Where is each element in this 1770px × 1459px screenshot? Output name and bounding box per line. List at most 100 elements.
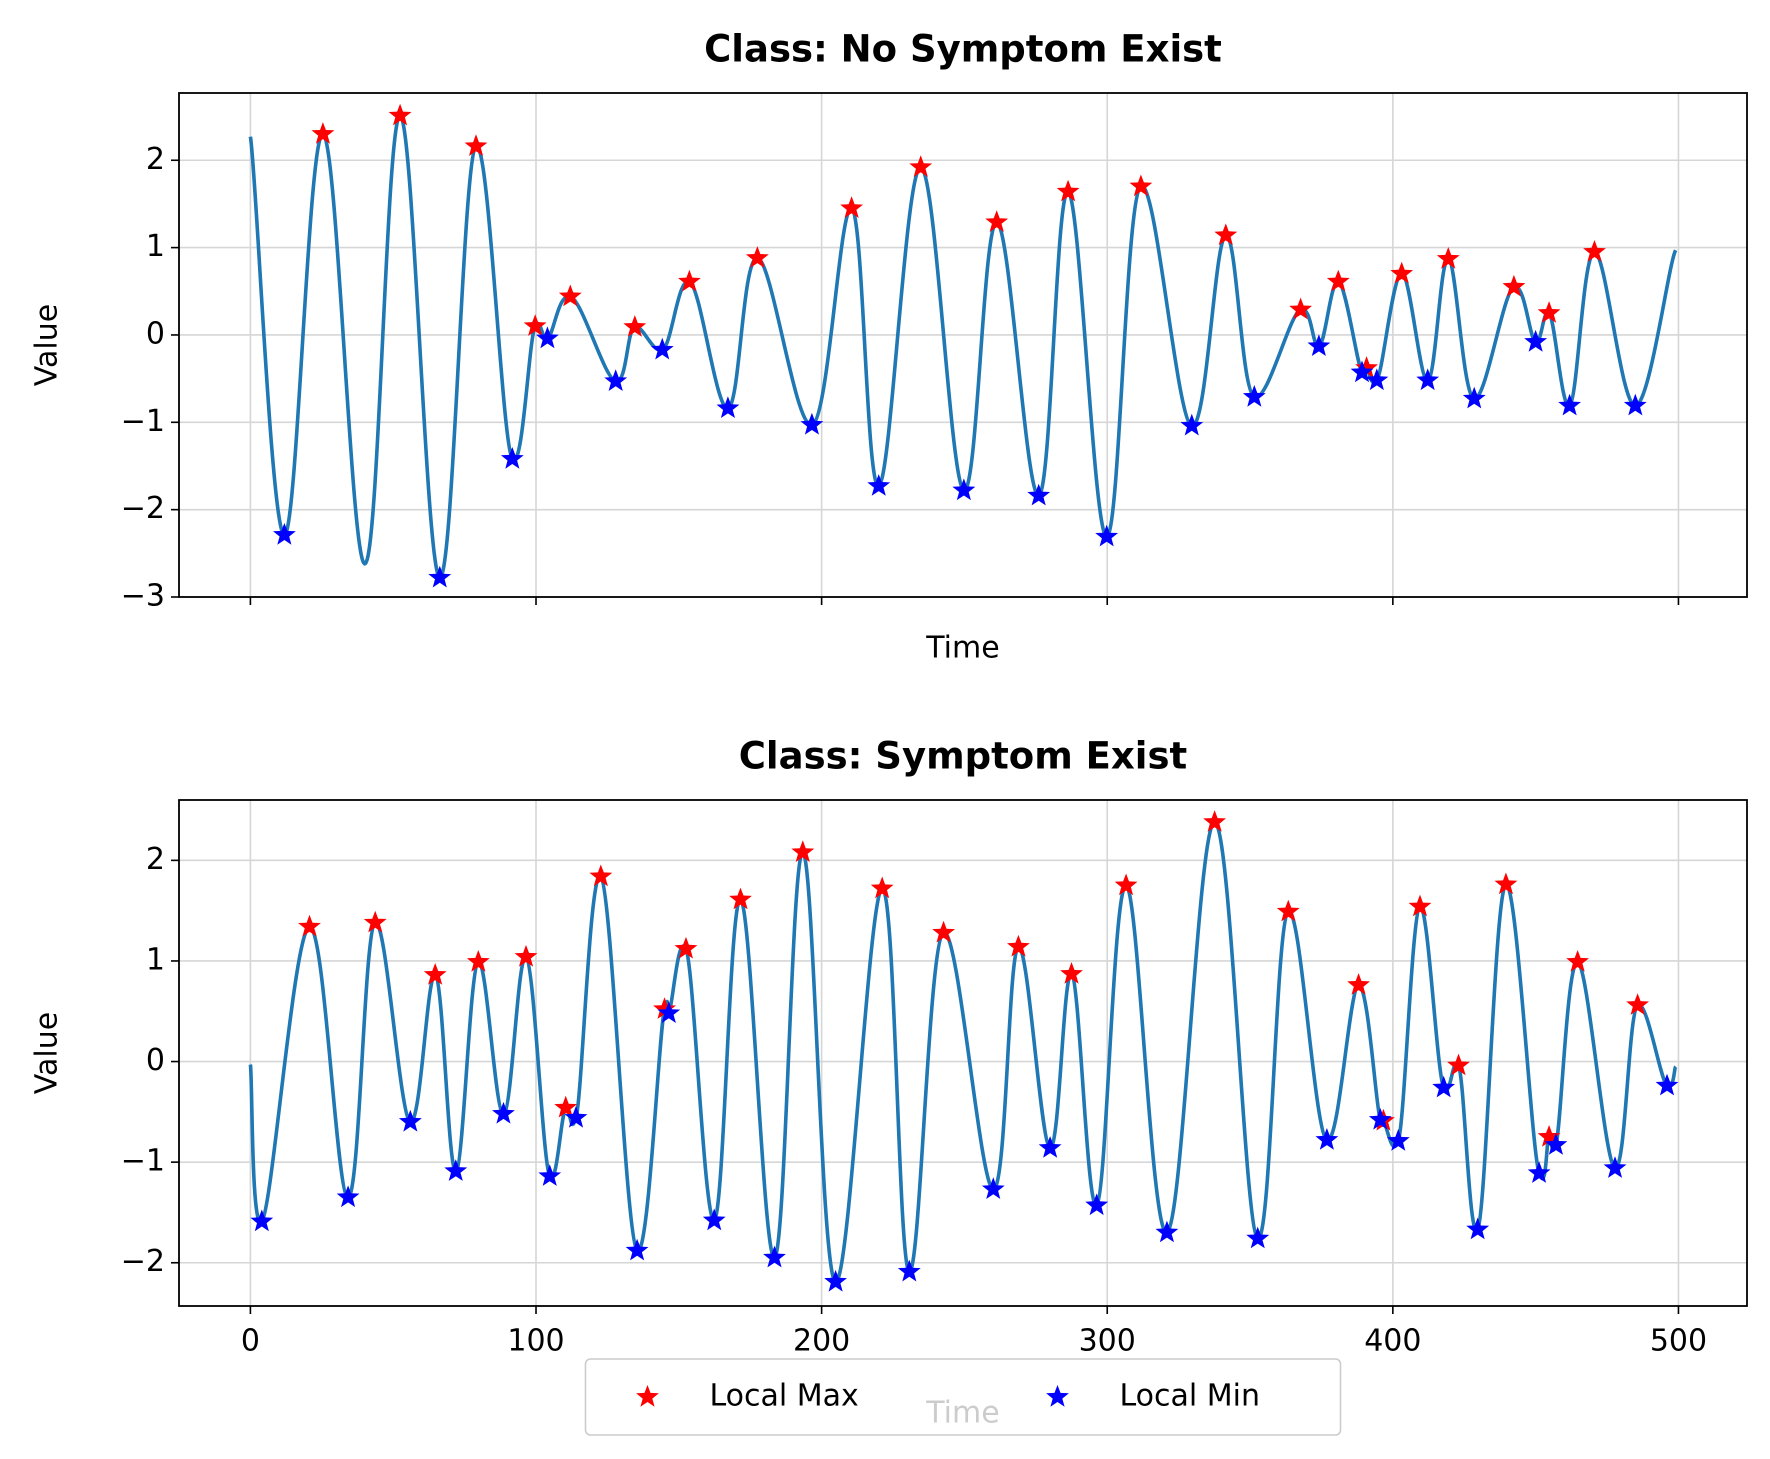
x-axis-label: Time	[925, 631, 999, 666]
y-tick-label: −2	[121, 1244, 165, 1279]
marker	[514, 944, 538, 967]
marker	[273, 523, 296, 545]
marker	[932, 920, 955, 943]
axes-frame	[178, 799, 1748, 1307]
marker	[674, 936, 698, 959]
marker	[1558, 393, 1581, 416]
marker	[909, 155, 933, 177]
marker	[763, 1245, 786, 1268]
marker	[564, 1105, 588, 1128]
marker	[538, 1164, 562, 1186]
marker	[981, 1177, 1005, 1199]
marker	[1365, 368, 1389, 391]
marker	[824, 1269, 847, 1292]
marker	[388, 103, 412, 126]
marker	[1276, 899, 1300, 922]
marker	[1007, 934, 1030, 957]
marker	[536, 326, 559, 349]
y-tick-label: −3	[121, 579, 165, 614]
marker	[1214, 223, 1238, 246]
marker	[657, 1001, 681, 1023]
series-line	[248, 820, 1678, 1284]
x-tick-label: 400	[1364, 1324, 1421, 1359]
y-tick-label: 2	[146, 842, 165, 877]
marker	[1129, 174, 1153, 197]
marker	[791, 840, 815, 862]
marker	[840, 196, 863, 218]
y-tick-label: −1	[121, 1144, 165, 1179]
y-axis-label: Value	[30, 1012, 65, 1094]
marker	[745, 246, 769, 268]
legend-label: Local Max	[710, 1379, 859, 1414]
marker	[729, 887, 752, 910]
marker	[1038, 1136, 1062, 1158]
marker	[1432, 1075, 1456, 1098]
marker	[1623, 393, 1647, 416]
y-tick-label: −2	[121, 491, 165, 526]
marker	[650, 337, 674, 360]
marker	[1347, 973, 1370, 995]
marker	[1566, 950, 1589, 972]
marker	[1326, 269, 1350, 292]
marker	[1307, 334, 1331, 356]
legend-label: Local Min	[1120, 1379, 1261, 1414]
marker	[1315, 1128, 1339, 1150]
marker	[625, 1238, 649, 1261]
marker	[492, 1101, 515, 1124]
marker	[716, 396, 740, 418]
marker	[1155, 1220, 1179, 1243]
marker	[1203, 810, 1226, 832]
marker	[1447, 1053, 1470, 1076]
marker	[1537, 301, 1561, 323]
marker	[800, 412, 824, 435]
marker	[1289, 297, 1312, 320]
marker	[464, 134, 488, 156]
subplot: Class: No Symptom Exist −3 −2 −1 0 1 2 Time Valu…	[30, 28, 1748, 666]
y-tick-label: 0	[146, 316, 165, 351]
marker	[1386, 1129, 1410, 1151]
marker	[1466, 1217, 1490, 1240]
marker	[1603, 1156, 1627, 1178]
marker	[1583, 240, 1606, 262]
marker	[952, 478, 976, 501]
marker	[1436, 247, 1460, 269]
marker	[1626, 993, 1649, 1015]
marker	[1355, 356, 1378, 378]
marker	[1537, 1125, 1561, 1147]
marker	[1416, 368, 1440, 391]
marker	[1095, 524, 1119, 547]
y-tick-label: 0	[146, 1043, 165, 1078]
y-axis-label: Value	[30, 304, 65, 386]
marker	[1085, 1193, 1109, 1216]
marker	[1060, 962, 1083, 984]
marker	[1350, 360, 1374, 383]
marker	[1368, 1107, 1392, 1130]
marker	[1502, 274, 1526, 297]
marker	[1408, 894, 1432, 917]
marker	[623, 315, 647, 337]
y-tick-label: 2	[146, 142, 165, 177]
marker	[604, 369, 628, 391]
marker	[500, 447, 524, 469]
marker	[311, 122, 335, 144]
legend-marker	[1046, 1385, 1069, 1407]
marker	[554, 1095, 578, 1118]
x-tick-label: 500	[1650, 1324, 1707, 1359]
marker	[1027, 483, 1051, 506]
subplot: Class: Symptom Exist −2 −1 0 1 2 0 100 200 300 400…	[30, 735, 1748, 1431]
marker	[985, 210, 1009, 232]
y-tick-label: 1	[146, 229, 165, 264]
plot-area	[248, 113, 1678, 580]
marker	[1242, 385, 1266, 407]
legend-marker	[636, 1385, 659, 1407]
marker	[702, 1208, 726, 1231]
marker	[444, 1159, 468, 1181]
chart-title: Class: Symptom Exist	[739, 735, 1187, 778]
marker	[1462, 386, 1486, 409]
x-tick-label: 300	[1079, 1324, 1136, 1359]
marker	[1655, 1073, 1679, 1096]
marker	[423, 963, 447, 985]
x-tick-label: 200	[793, 1324, 850, 1359]
marker	[1390, 261, 1414, 284]
